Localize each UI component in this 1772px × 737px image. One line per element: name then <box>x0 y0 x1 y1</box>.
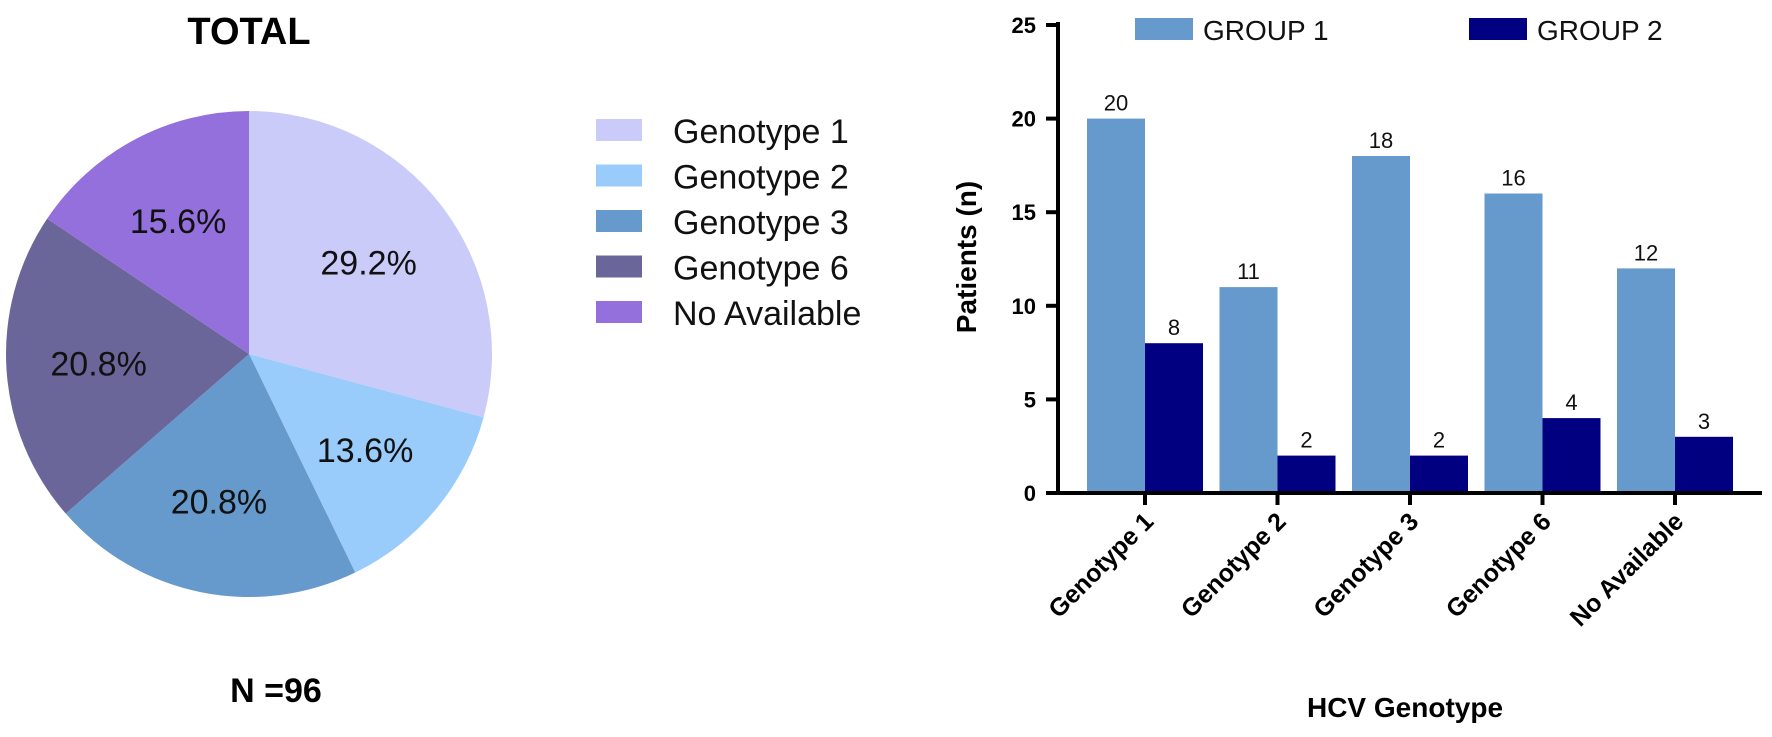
pie-legend-label-genotype-2: Genotype 2 <box>673 159 849 197</box>
pie-legend-label-genotype-6: Genotype 6 <box>673 250 849 288</box>
pie-slice-genotype-6 <box>6 218 249 514</box>
bar-data-labels: 20 8 11 2 18 2 16 4 12 3 <box>1104 91 1710 453</box>
bar-group-1-genotype-6 <box>1484 193 1543 493</box>
bar-legend-label-group-2: GROUP 2 <box>1537 15 1663 46</box>
bar-group-2-genotype-2 <box>1277 455 1336 493</box>
data-label-group-1-no-available: 12 <box>1634 240 1658 265</box>
y-axis-title: Patients (n) <box>951 181 982 333</box>
data-label-group-2-genotype-1: 8 <box>1168 315 1180 340</box>
y-tick-label: 25 <box>1012 13 1036 38</box>
data-label-group-2-genotype-6: 4 <box>1565 390 1577 415</box>
y-tick-label: 10 <box>1012 294 1036 319</box>
x-category-label-genotype-1: Genotype 1 <box>1043 507 1159 623</box>
bar-legend-swatch-group-1 <box>1135 18 1193 40</box>
pie-slice-labels: 29.2% 13.6% 20.8% 20.8% 15.6% <box>50 203 416 521</box>
bars <box>1087 118 1733 493</box>
x-category-label-genotype-6: Genotype 6 <box>1441 507 1557 623</box>
pie-slice-genotype-3 <box>65 354 356 598</box>
x-category-label-genotype-2: Genotype 2 <box>1176 507 1292 623</box>
bar-group-2-genotype-6 <box>1542 418 1601 493</box>
sample-size-label: N =96 <box>230 672 322 710</box>
pie-slice-genotype-2 <box>249 354 484 573</box>
data-label-group-1-genotype-6: 16 <box>1501 166 1525 191</box>
pie-legend-label-genotype-1: Genotype 1 <box>673 113 849 151</box>
bar-legend: GROUP 1 GROUP 2 <box>1135 15 1663 46</box>
x-axis-category-labels: Genotype 1 Genotype 2 Genotype 3 Genotype 6… <box>1043 493 1689 632</box>
pie-chart: TOTAL 29.2% 13.6% 20.8% 20.8% 15.6% Genotype… <box>6 11 861 710</box>
x-category-label-no-available: No Available <box>1565 507 1690 632</box>
pie-slice-label-genotype-6: 20.8% <box>50 346 146 384</box>
pie-slices <box>6 111 493 598</box>
pie-legend: Genotype 1 Genotype 2 Genotype 3 Genotype 6… <box>596 113 861 333</box>
pie-legend-swatch-genotype-1 <box>596 119 642 141</box>
y-axis-ticks: 0 5 10 15 20 25 <box>1012 13 1058 506</box>
bar-group-1-genotype-3 <box>1352 156 1410 493</box>
pie-slice-label-genotype-2: 13.6% <box>317 432 413 470</box>
data-label-group-1-genotype-2: 11 <box>1237 259 1260 284</box>
pie-legend-swatch-no-available <box>596 301 642 323</box>
y-tick-label: 5 <box>1024 387 1036 412</box>
pie-slice-label-genotype-1: 29.2% <box>320 244 416 282</box>
pie-slice-label-genotype-3: 20.8% <box>171 484 267 522</box>
bar-group-1-no-available <box>1617 268 1675 493</box>
bar-legend-swatch-group-2 <box>1469 18 1527 40</box>
pie-slice-no-available <box>47 111 249 354</box>
data-label-group-1-genotype-3: 18 <box>1369 128 1393 153</box>
y-tick-label: 20 <box>1012 107 1036 132</box>
data-label-group-1-genotype-1: 20 <box>1104 91 1128 116</box>
bar-group-1-genotype-2 <box>1219 287 1278 493</box>
pie-legend-label-genotype-3: Genotype 3 <box>673 204 849 242</box>
bar-group-2-genotype-3 <box>1410 455 1468 493</box>
data-label-group-2-genotype-2: 2 <box>1300 428 1312 453</box>
bar-chart: GROUP 1 GROUP 2 0 5 10 15 20 25 20 8 11 2 18 2 16 4 12… <box>951 13 1762 723</box>
bar-group-1-genotype-1 <box>1087 118 1145 493</box>
x-category-label-genotype-3: Genotype 3 <box>1308 507 1424 623</box>
data-label-group-2-no-available: 3 <box>1698 409 1710 434</box>
y-tick-label: 0 <box>1024 481 1036 506</box>
pie-legend-swatch-genotype-6 <box>596 255 642 278</box>
bar-group-2-no-available <box>1675 436 1733 493</box>
pie-legend-swatch-genotype-2 <box>596 164 642 187</box>
pie-legend-label-no-available: No Available <box>673 295 861 333</box>
pie-title: TOTAL <box>187 11 310 53</box>
x-axis-title: HCV Genotype <box>1307 692 1503 723</box>
pie-slice-label-no-available: 15.6% <box>130 203 226 241</box>
bar-group-2-genotype-1 <box>1145 343 1203 493</box>
pie-slice-genotype-1 <box>249 111 493 418</box>
data-label-group-2-genotype-3: 2 <box>1433 428 1445 453</box>
bar-legend-label-group-1: GROUP 1 <box>1203 15 1329 46</box>
y-tick-label: 15 <box>1012 200 1036 225</box>
pie-legend-swatch-genotype-3 <box>596 210 642 232</box>
